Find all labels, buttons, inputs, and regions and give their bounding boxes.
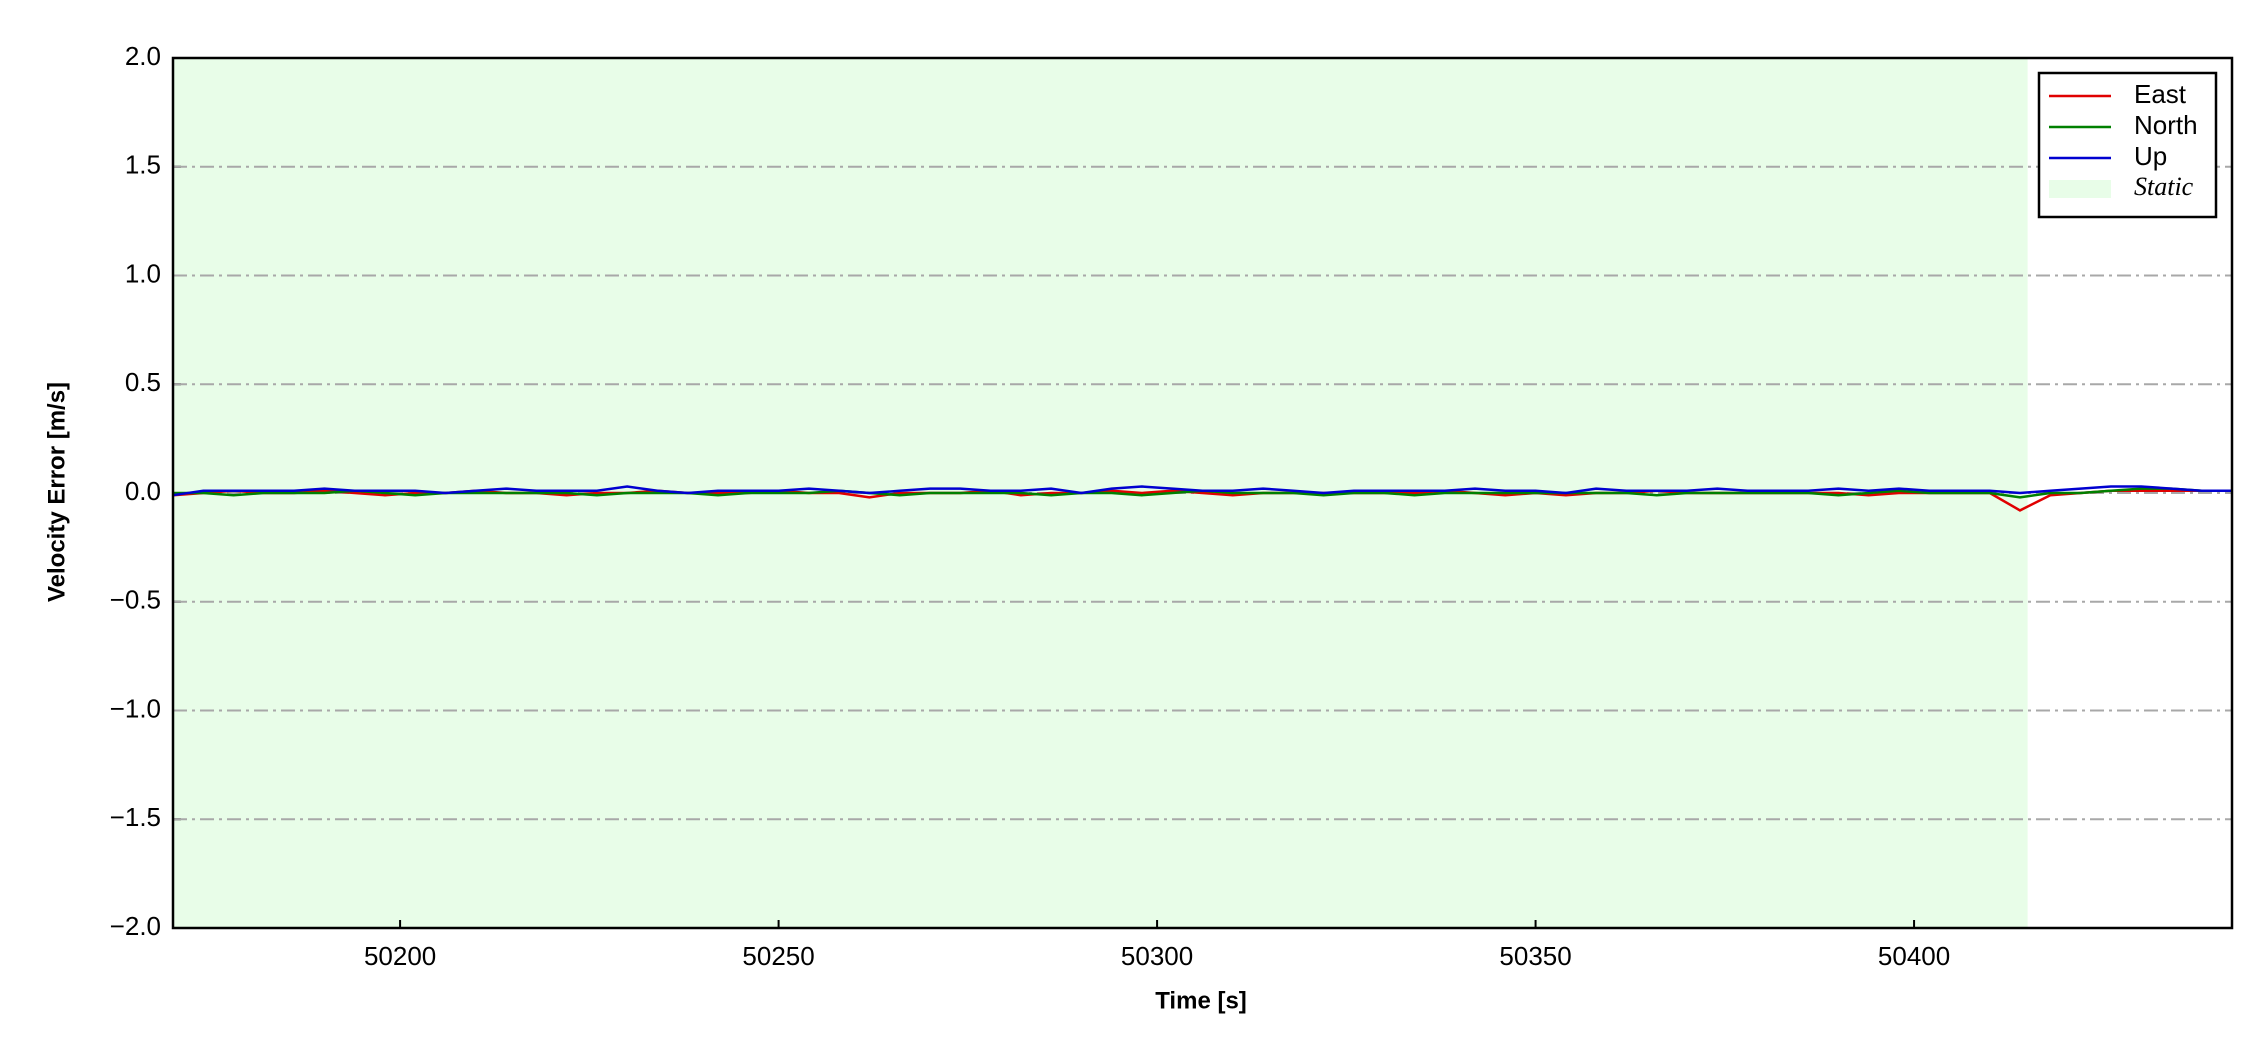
legend-label: Up (2134, 141, 2167, 171)
y-tick-label: −1.0 (110, 693, 161, 723)
y-tick-label: 0.0 (125, 476, 161, 506)
series-line (172, 485, 2232, 497)
y-tick-label: 1.0 (125, 258, 161, 288)
y-tick-label: 1.5 (125, 150, 161, 180)
x-tick-label: 50250 (742, 941, 814, 971)
y-tick-label: −0.5 (110, 585, 161, 615)
x-axis-label: Time [s] (1155, 987, 1247, 1014)
legend-label: North (2134, 110, 2198, 140)
y-tick-label: 2.0 (125, 41, 161, 71)
x-tick-label: 50300 (1121, 941, 1193, 971)
plot-frame (171, 56, 2234, 930)
y-tick-label: −2.0 (110, 911, 161, 941)
y-tick-label: −1.5 (110, 802, 161, 832)
y-axis-label: Velocity Error [m/s] (43, 382, 70, 602)
x-tick-label: 50200 (364, 941, 436, 971)
x-tick-label: 50400 (1878, 941, 1950, 971)
legend-swatch (2049, 180, 2111, 198)
y-tick-label: 0.5 (125, 367, 161, 397)
x-tick-label: 50350 (1499, 941, 1571, 971)
legend-label: East (2134, 79, 2187, 109)
legend-label: Static (2134, 172, 2194, 201)
